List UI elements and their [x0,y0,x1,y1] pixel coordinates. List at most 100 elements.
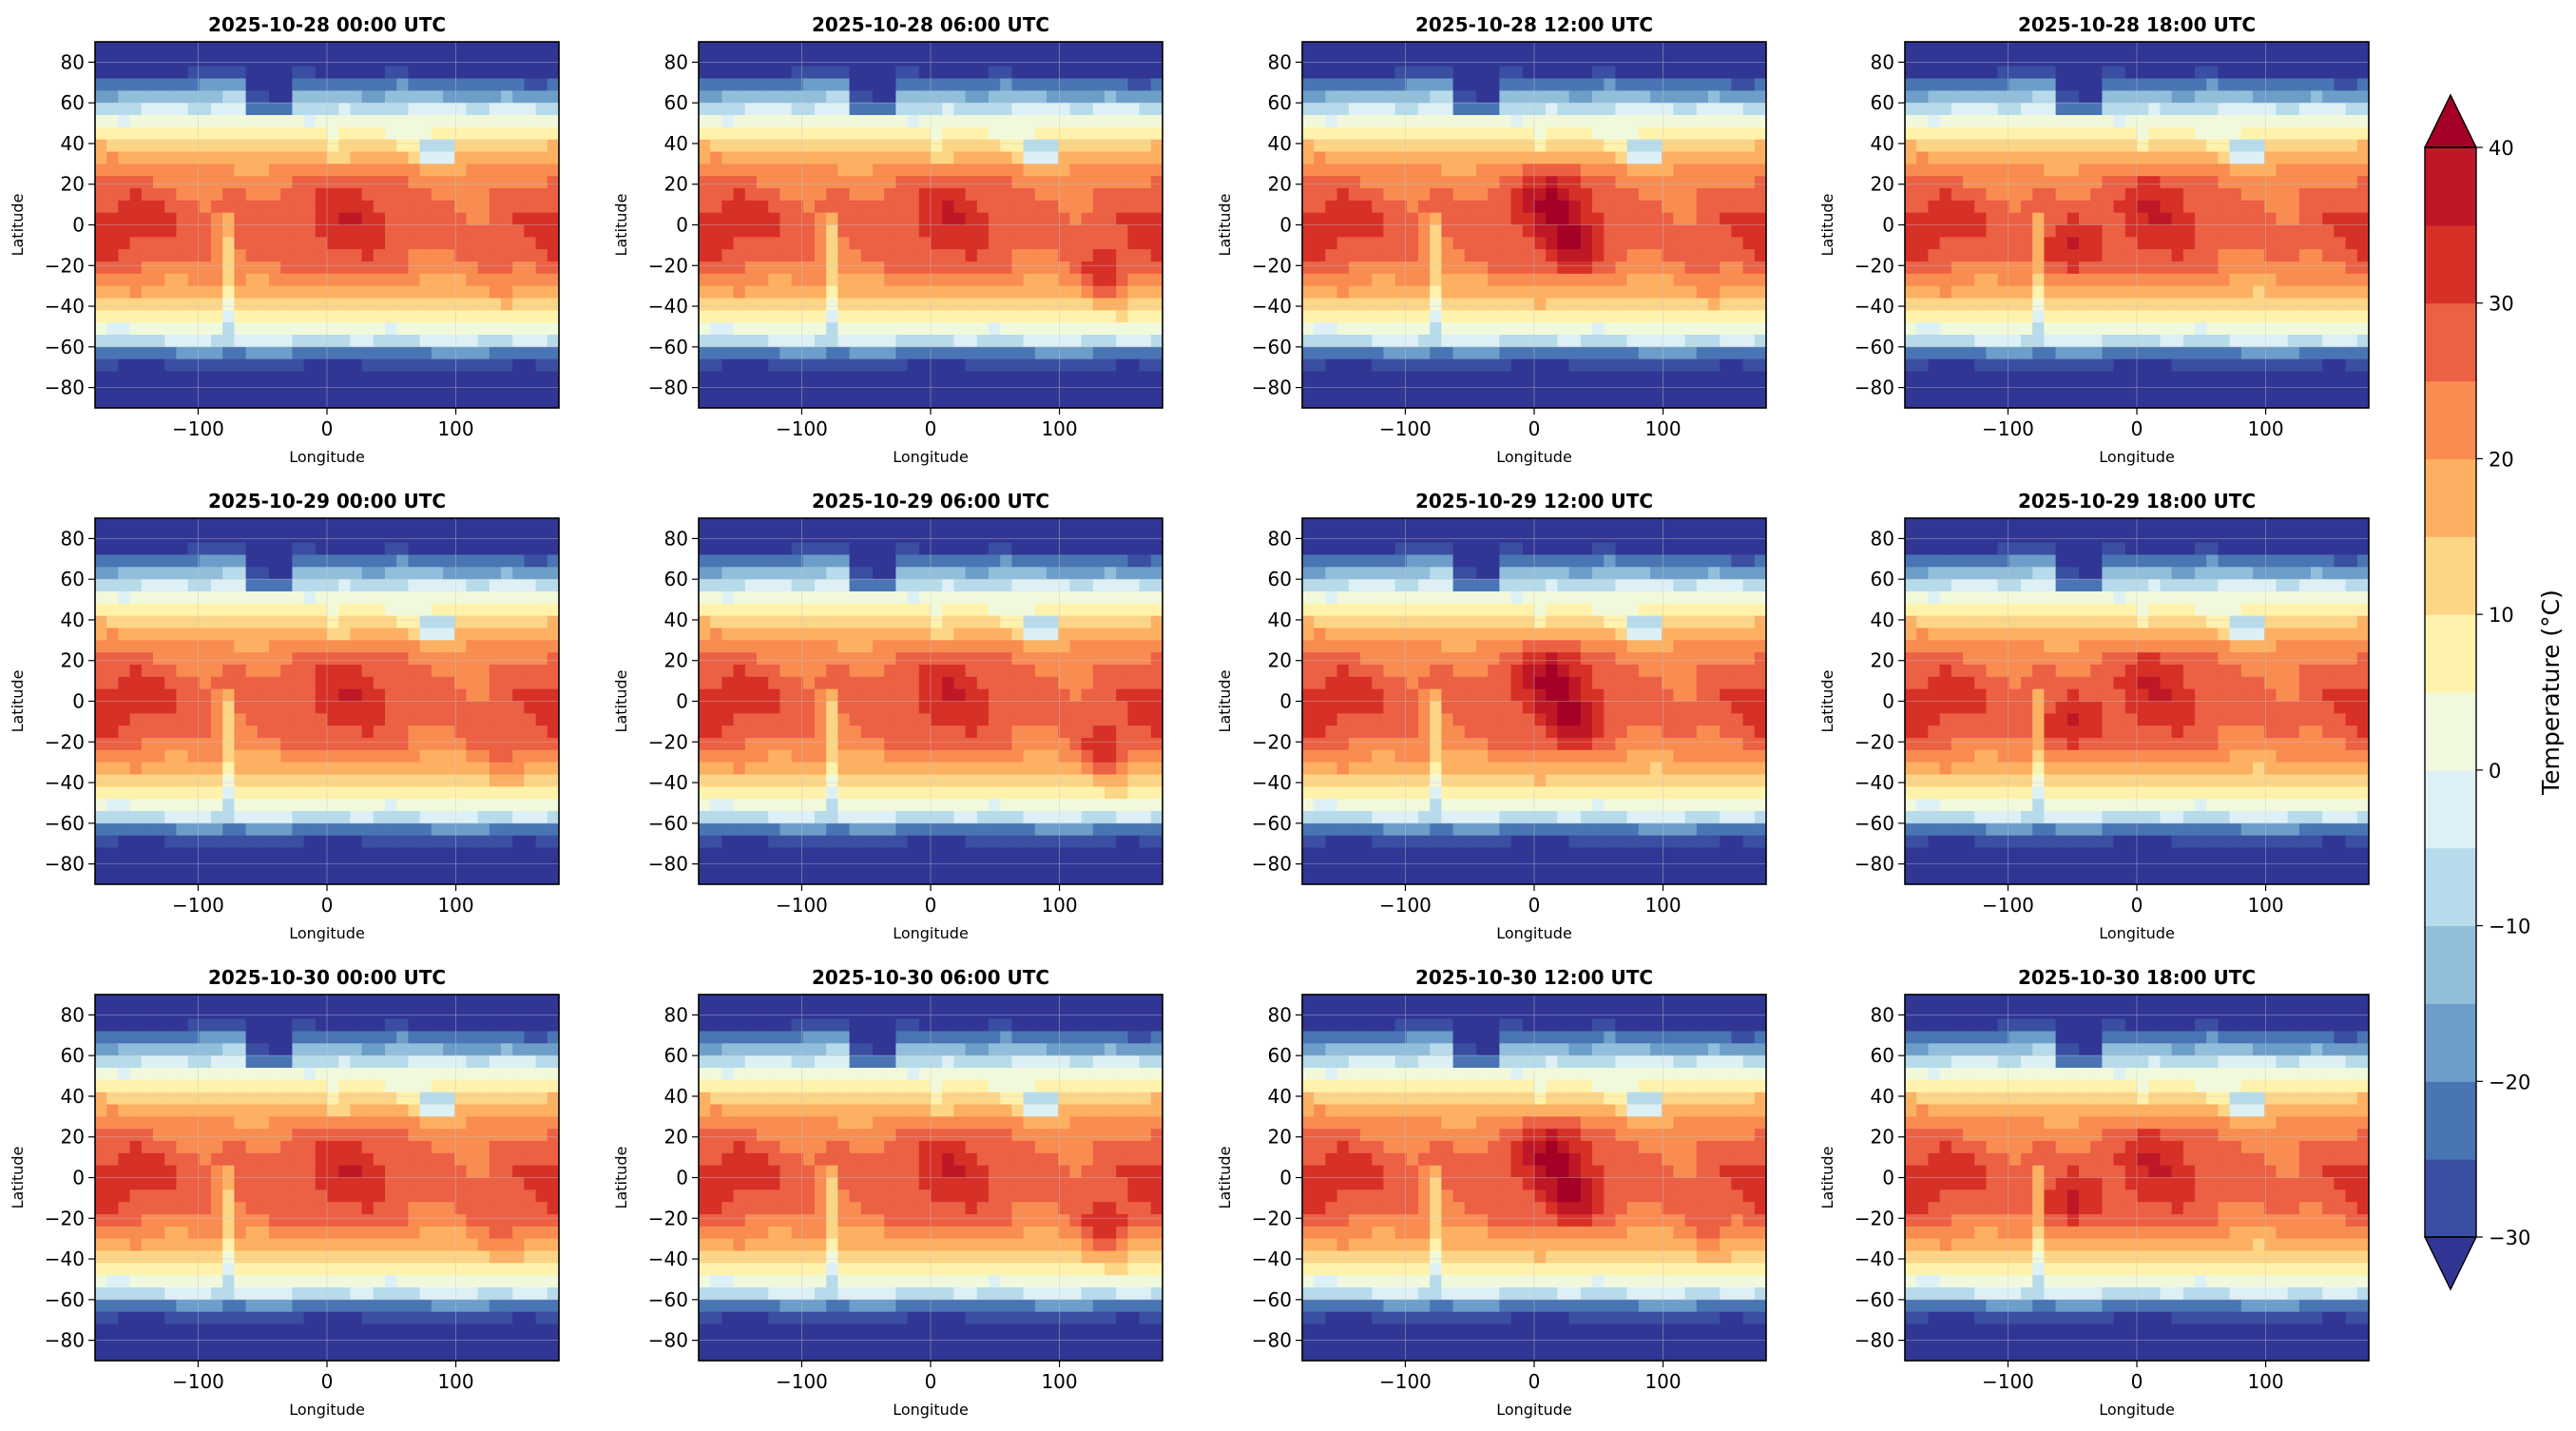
field-cell [849,358,862,373]
field-cell [860,285,874,300]
field-cell [699,261,711,275]
field-cell [826,42,838,55]
field-cell [1905,261,1917,275]
field-cell [1731,103,1744,116]
field-cell [327,335,339,348]
field-cell [95,103,107,116]
field-cell [1069,396,1083,408]
x-axis-label: Longitude [2099,448,2175,466]
field-cell [1464,53,1477,68]
field-cell [1476,164,1489,177]
field-cell [199,237,212,250]
field-cell [2090,371,2103,384]
field-cell [1939,164,1952,177]
field-cell [1615,224,1628,238]
field-cell [837,249,851,262]
field-cell [1928,358,1941,373]
field-cell [1116,188,1128,202]
field-cell [837,322,851,336]
field-cell [512,310,525,323]
field-cell [2124,396,2138,408]
field-cell [2206,298,2219,311]
field-cell [269,335,281,348]
field-cell [721,53,735,68]
y-tick-label: −20 [648,254,688,277]
field-cell [535,285,548,300]
field-cell [757,78,769,91]
field-cell [396,310,409,323]
field-cell [2124,103,2138,116]
field-cell [153,212,165,226]
field-cell [211,200,223,214]
field-cell [245,224,259,238]
field-cell [931,310,943,323]
y-axis-label: Latitude [1216,194,1234,257]
field-cell [2102,346,2115,360]
field-cell [338,310,351,323]
field-cell [1673,237,1686,250]
field-cell [489,298,502,311]
field-cell [1000,53,1012,68]
field-cell [1336,78,1350,91]
field-cell [1418,78,1431,91]
field-cell [2113,212,2126,226]
field-cell [768,335,780,348]
field-cell [907,358,920,373]
field-cell [2009,90,2022,104]
field-cell [2148,53,2161,68]
field-cell [1905,358,1917,373]
field-cell [280,285,293,300]
field-cell [535,66,548,80]
field-cell [303,371,317,384]
field-cell [385,335,397,348]
field-cell [837,237,851,250]
field-cell [2021,310,2033,323]
field-cell [2102,383,2115,396]
field-cell [489,212,502,226]
field-cell [1116,322,1128,336]
field-cell [315,383,328,396]
field-cell [466,224,479,238]
field-cell [1127,237,1141,250]
y-tick-label: 0 [72,214,85,237]
field-cell [895,249,909,262]
field-cell [2276,371,2289,384]
field-cell [489,358,502,373]
field-cell [361,42,375,55]
field-cell [1626,335,1640,348]
field-cell [1974,273,1987,287]
field-cell [1951,103,1964,116]
field-cell [2264,224,2277,238]
field-cell [1000,126,1012,141]
field-cell [976,53,990,68]
field-cell [989,188,1001,202]
field-cell [350,310,363,323]
field-cell [1430,322,1442,336]
field-cell [1092,126,1105,141]
field-cell [721,310,735,323]
field-cell [1047,298,1059,311]
field-cell [699,176,711,189]
field-cell [2148,322,2161,336]
field-cell [1383,90,1396,104]
field-cell [2276,42,2289,55]
field-cell [1580,261,1593,275]
field-cell [1105,103,1117,116]
field-cell [953,285,967,300]
field-cell [1372,224,1384,238]
field-cell [976,273,990,287]
field-cell [2345,42,2358,55]
field-cell [443,164,455,177]
field-cell [466,285,479,300]
field-cell [1023,164,1036,177]
field-cell [1742,335,1756,348]
field-cell [918,310,932,323]
field-cell [1986,151,1999,164]
field-cell [873,90,885,104]
field-cell [1731,164,1744,177]
field-cell [1568,53,1582,68]
field-cell [1626,322,1640,336]
field-cell [1011,396,1025,408]
field-cell [1986,310,1999,323]
field-cell [1684,224,1698,238]
